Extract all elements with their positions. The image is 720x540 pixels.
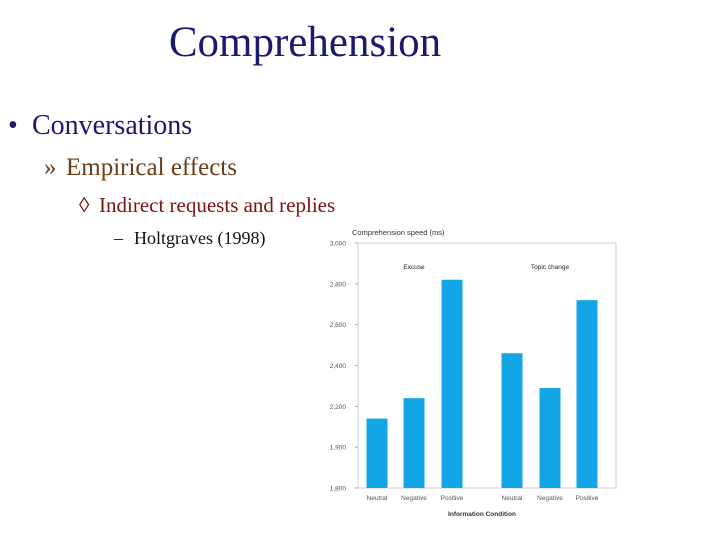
bullet-marker: ◊ xyxy=(79,193,90,217)
bullet-level-3: ◊ Indirect requests and replies xyxy=(79,193,335,218)
bullet-text: Conversations xyxy=(32,110,193,141)
y-tick-label: 2,400 xyxy=(330,363,347,370)
y-tick-label: 2,600 xyxy=(330,322,347,329)
bullet-marker: • xyxy=(8,110,18,141)
bar xyxy=(576,300,598,488)
bar xyxy=(366,418,388,488)
x-tick-label: Negative xyxy=(537,495,563,502)
bar xyxy=(403,398,425,488)
x-tick-label: Neutral xyxy=(502,495,524,502)
comprehension-bar-chart: Comprehension speed (ms) 1,800 1,900 2,200 2… xyxy=(330,228,617,518)
bar xyxy=(539,387,561,488)
x-tick-label: Neutral xyxy=(367,495,389,502)
slide-title: Comprehension xyxy=(168,19,442,66)
bullet-text: Holtgraves (1998) xyxy=(134,228,266,248)
x-tick-label: Positive xyxy=(576,495,599,502)
bullet-level-1: • Conversations xyxy=(8,110,192,142)
x-tick-label: Positive xyxy=(441,495,464,502)
chart-title: Comprehension speed (ms) xyxy=(352,228,445,237)
bullet-text: Empirical effects xyxy=(66,154,237,181)
y-tick-label: 3,000 xyxy=(330,241,347,248)
bullet-text: Indirect requests and replies xyxy=(99,193,336,217)
x-axis-label: Information Condition xyxy=(448,511,516,518)
y-tick-label: 1,900 xyxy=(330,445,347,452)
y-tick-label: 2,200 xyxy=(330,404,347,411)
x-tick-label: Negative xyxy=(401,495,427,502)
y-tick-label: 2,800 xyxy=(330,281,347,288)
group-label: Excuse xyxy=(403,264,425,271)
bullet-level-4: – Holtgraves (1998) xyxy=(114,228,265,249)
bullet-marker: » xyxy=(44,154,57,181)
group-label: Topic change xyxy=(531,264,570,271)
bullet-marker: – xyxy=(114,228,123,248)
bullet-level-2: » Empirical effects xyxy=(44,154,237,182)
bar xyxy=(441,279,463,488)
y-tick-label: 1,800 xyxy=(330,486,347,493)
bar xyxy=(501,353,523,488)
